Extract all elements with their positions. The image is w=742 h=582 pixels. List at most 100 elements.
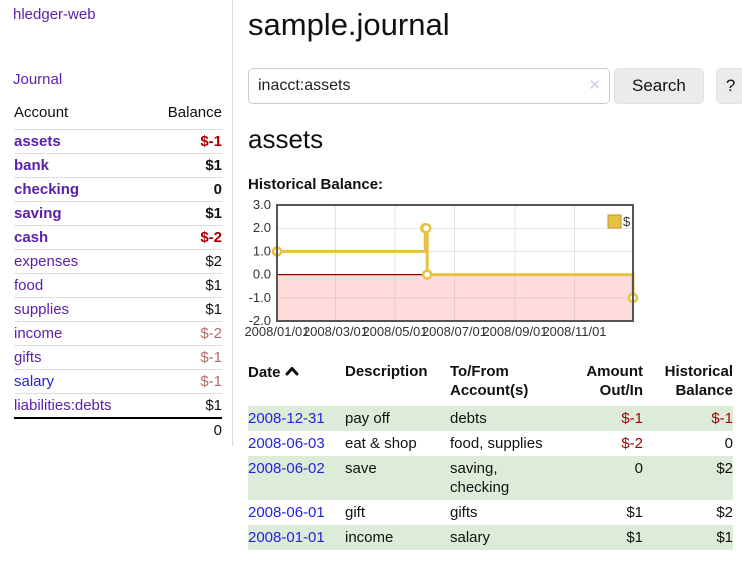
app-title-link[interactable]: hledger-web [13,6,96,23]
account-balance: $1 [147,273,222,298]
transaction-amount: $1 [626,529,643,546]
accounts-col-balance: Balance [167,104,222,121]
account-name-cell: checking [14,177,148,202]
account-heading: assets [248,124,324,154]
svg-text:2008/01/01: 2008/01/01 [244,324,309,339]
svg-text:2008/03/01: 2008/03/01 [303,324,368,339]
account-name-cell: saving [14,201,148,226]
accounts-body: assets $-1 bank $1 checking 0 saving $1 … [14,129,222,442]
transaction-description: income [345,529,394,546]
svg-text:$: $ [623,214,631,229]
account-row: salary $-1 [14,369,222,394]
search-form: ✕ Search ? [248,68,742,104]
col-balance: Historical Balance [664,363,733,399]
account-name-cell: expenses [14,249,148,274]
page-title: sample.journal [248,7,450,42]
transaction-date-link[interactable]: 2008-06-02 [248,460,325,477]
col-description: Description [345,363,428,380]
search-input-wrapper: ✕ [248,68,610,104]
account-name-cell: income [14,321,148,346]
account-balance: $-2 [147,225,222,250]
account-row: supplies $1 [14,297,222,322]
transaction-date-link[interactable]: 2008-12-31 [248,410,325,427]
transaction-row: 2008-01-01 income salary $1 $1 [248,525,733,550]
transaction-accounts: salary [450,529,491,546]
account-name-cell: bank [14,153,148,178]
account-name-link[interactable]: gifts [14,349,42,366]
account-row: cash $-2 [14,225,222,250]
sort-ascending-icon [285,362,299,381]
transaction-balance: $1 [716,529,733,546]
account-balance: $2 [147,249,222,274]
svg-text:2008/07/01: 2008/07/01 [422,324,487,339]
transaction-row: 2008-06-03 eat & shop food, supplies $-2… [248,431,733,456]
accounts-total-value: 0 [147,417,222,442]
register-header-row: Date Description To/From Account(s) Amou… [248,362,733,406]
transaction-description: save [345,460,377,477]
account-name-link[interactable]: checking [14,181,80,198]
account-balance: $-1 [147,345,222,370]
account-name-link[interactable]: bank [14,157,50,174]
total-spacer [14,417,148,442]
chart-title-label: Historical Balance: [248,176,384,193]
account-balance: $-1 [147,129,222,154]
account-name-link[interactable]: saving [14,205,62,222]
account-balance: $1 [147,201,222,226]
account-name-cell: supplies [14,297,148,322]
account-name-link[interactable]: liabilities:debts [14,397,112,414]
svg-text:2008/05/01: 2008/05/01 [362,324,427,339]
accounts-table: Account Balance assets $-1 bank $1 check… [14,104,222,442]
svg-text:-2.0: -2.0 [249,313,271,328]
transaction-date-cell: 2008-01-01 [248,525,345,550]
svg-text:-1.0: -1.0 [249,290,271,305]
svg-text:2.0: 2.0 [253,220,271,235]
account-name-link[interactable]: expenses [14,253,79,270]
account-name-cell: food [14,273,148,298]
account-balance: $-2 [147,321,222,346]
balance-chart-svg: $3.0 2.0 1.0 0.0 -1.0 -2.02008/01/012008/03/0… [244,197,639,339]
svg-text:2008/09/01: 2008/09/01 [482,324,547,339]
account-name-link[interactable]: food [14,277,44,294]
transaction-balance: $-1 [711,410,733,427]
transaction-date-link[interactable]: 2008-01-01 [248,529,325,546]
sidebar-item-journal[interactable]: Journal [13,71,63,88]
transaction-row: 2008-06-02 save saving, checking 0 $2 [248,456,733,500]
account-name-link[interactable]: supplies [14,301,70,318]
accounts-header-row: Account Balance [14,104,222,130]
transaction-date-cell: 2008-06-03 [248,431,345,456]
search-input[interactable] [248,68,610,104]
col-accounts: To/From Account(s) [450,363,529,399]
account-name-cell: cash [14,225,148,250]
transaction-date-cell: 2008-06-02 [248,456,345,500]
svg-text:3.0: 3.0 [253,198,271,212]
account-name-cell: salary [14,369,148,394]
account-name-link[interactable]: income [14,325,63,342]
account-row: liabilities:debts $1 [14,393,222,418]
transaction-row: 2008-12-31 pay off debts $-1 $-1 [248,406,733,431]
account-name-link[interactable]: cash [14,229,49,246]
transaction-date-cell: 2008-12-31 [248,406,345,431]
transaction-amount: 0 [634,460,643,477]
account-balance: 0 [147,177,222,202]
transaction-date-link[interactable]: 2008-06-03 [248,435,325,452]
account-name-link[interactable]: assets [14,133,61,150]
transaction-description: eat & shop [345,435,417,452]
account-name-link[interactable]: salary [14,373,55,390]
search-button[interactable]: Search [614,68,704,104]
transaction-row: 2008-06-01 gift gifts $1 $2 [248,500,733,525]
transaction-date-cell: 2008-06-01 [248,500,345,525]
clear-search-icon[interactable]: ✕ [588,77,601,94]
transaction-accounts: gifts [450,504,478,521]
transaction-date-link[interactable]: 2008-06-01 [248,504,325,521]
help-button[interactable]: ? [715,68,742,104]
account-row: food $1 [14,273,222,298]
accounts-total-row: 0 [14,417,222,442]
account-row: expenses $2 [14,249,222,274]
col-date-sortable[interactable]: Date [248,362,345,406]
svg-text:0.0: 0.0 [253,267,271,282]
account-balance: $1 [147,393,222,418]
transaction-description: pay off [345,410,390,427]
account-row: saving $1 [14,201,222,226]
register-body: 2008-12-31 pay off debts $-1 $-1 2008-06… [248,406,733,550]
account-row: income $-2 [14,321,222,346]
